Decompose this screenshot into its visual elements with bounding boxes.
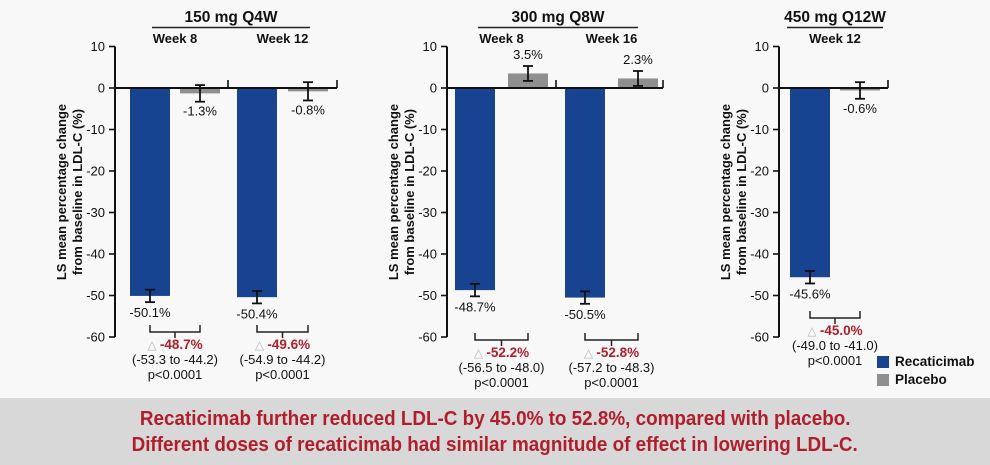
bar-recaticimab [130,88,170,296]
week-label: Week 16 [586,31,638,46]
recaticimab-value-label: -48.7% [454,299,496,314]
placebo-value-label: 2.3% [623,52,653,67]
ci-label: (-56.5 to -48.0) [459,360,545,375]
ci-label: (-57.2 to -48.3) [569,360,655,375]
placebo-value-label: -0.6% [843,101,877,116]
y-tick-label: 10 [423,39,437,54]
y-tick-label: -40 [86,247,105,262]
y-axis-title: LS mean percentage changefrom baseline i… [718,104,749,280]
y-tick-label: -60 [750,330,769,345]
recaticimab-value-label: -50.4% [236,306,278,321]
y-tick-label: -40 [418,247,437,262]
y-tick-label: -50 [418,288,437,303]
recaticimab-value-label: -50.1% [129,305,171,320]
y-tick-label: -20 [418,164,437,179]
legend-item-recaticimab: Recaticimab [877,354,975,369]
placebo-swatch-icon [877,373,889,386]
legend-item-placebo: Placebo [877,372,975,387]
banner-line-2: Different doses of recaticimab had simil… [131,432,859,456]
difference-label: △ -48.7% [147,337,202,352]
y-tick-label: -50 [750,288,769,303]
y-tick-label: -30 [86,205,105,220]
comparison-bracket [584,333,639,346]
placebo-value-label: -0.8% [291,102,325,117]
chart-area: LS mean percentage changefrom baseline i… [54,9,975,390]
ci-label: (-49.0 to -41.0) [792,338,878,353]
bar-chart: LS mean percentage changefrom baseline i… [54,9,889,390]
y-tick-label: -40 [750,247,769,262]
y-tick-label: -30 [418,205,437,220]
difference-label: △ -52.8% [584,345,639,360]
p-value-label: p<0.0001 [808,353,863,368]
y-tick-label: -30 [750,205,769,220]
y-tick-label: -10 [418,122,437,137]
y-tick-label: 10 [755,39,769,54]
bar-recaticimab [790,88,830,278]
y-tick-label: -60 [418,330,437,345]
week-label: Week 12 [257,31,309,46]
week-label: Week 8 [479,31,524,46]
legend-label-recaticimab: Recaticimab [895,354,975,369]
panel-title: 150 mg Q4W [184,9,277,26]
p-value-label: p<0.0001 [474,375,529,390]
placebo-value-label: -1.3% [183,104,217,119]
p-value-label: p<0.0001 [255,367,310,382]
y-tick-label: 0 [762,81,769,96]
summary-banner: Recaticimab further reduced LDL-C by 45.… [0,398,990,465]
recaticimab-value-label: -45.6% [789,286,831,301]
difference-label: △ -45.0% [807,323,862,338]
recaticimab-value-label: -50.5% [564,307,606,322]
week-label: Week 8 [153,31,198,46]
comparison-bracket [256,325,309,338]
y-tick-label: -50 [86,288,105,303]
bar-recaticimab [565,88,605,298]
y-tick-label: 0 [98,81,105,96]
placebo-value-label: 3.5% [513,47,543,62]
ci-label: (-54.9 to -44.2) [240,352,326,367]
panel-title: 450 mg Q12W [784,9,886,26]
ci-label: (-53.3 to -44.2) [132,352,218,367]
y-axis-title: LS mean percentage changefrom baseline i… [386,104,417,280]
y-tick-label: -10 [750,122,769,137]
y-tick-label: 10 [91,39,105,54]
difference-label: △ -52.2% [474,345,529,360]
y-tick-label: 0 [430,81,437,96]
banner-line-1: Recaticimab further reduced LDL-C by 45.… [139,406,851,430]
recaticimab-swatch-icon [877,355,889,368]
bar-recaticimab [455,88,495,291]
comparison-bracket [474,333,529,346]
y-tick-label: -20 [750,164,769,179]
y-tick-label: -10 [86,122,105,137]
panel-title: 300 mg Q8W [511,9,604,26]
week-label: Week 12 [809,31,861,46]
difference-label: △ -49.6% [255,337,310,352]
legend-label-placebo: Placebo [895,372,947,387]
comparison-bracket [809,311,861,324]
bar-recaticimab [237,88,277,298]
comparison-bracket [149,325,201,338]
p-value-label: p<0.0001 [148,367,203,382]
y-axis-title: LS mean percentage changefrom baseline i… [54,104,85,280]
legend: Recaticimab Placebo [877,354,975,387]
y-tick-label: -60 [86,330,105,345]
p-value-label: p<0.0001 [584,375,639,390]
y-tick-label: -20 [86,164,105,179]
